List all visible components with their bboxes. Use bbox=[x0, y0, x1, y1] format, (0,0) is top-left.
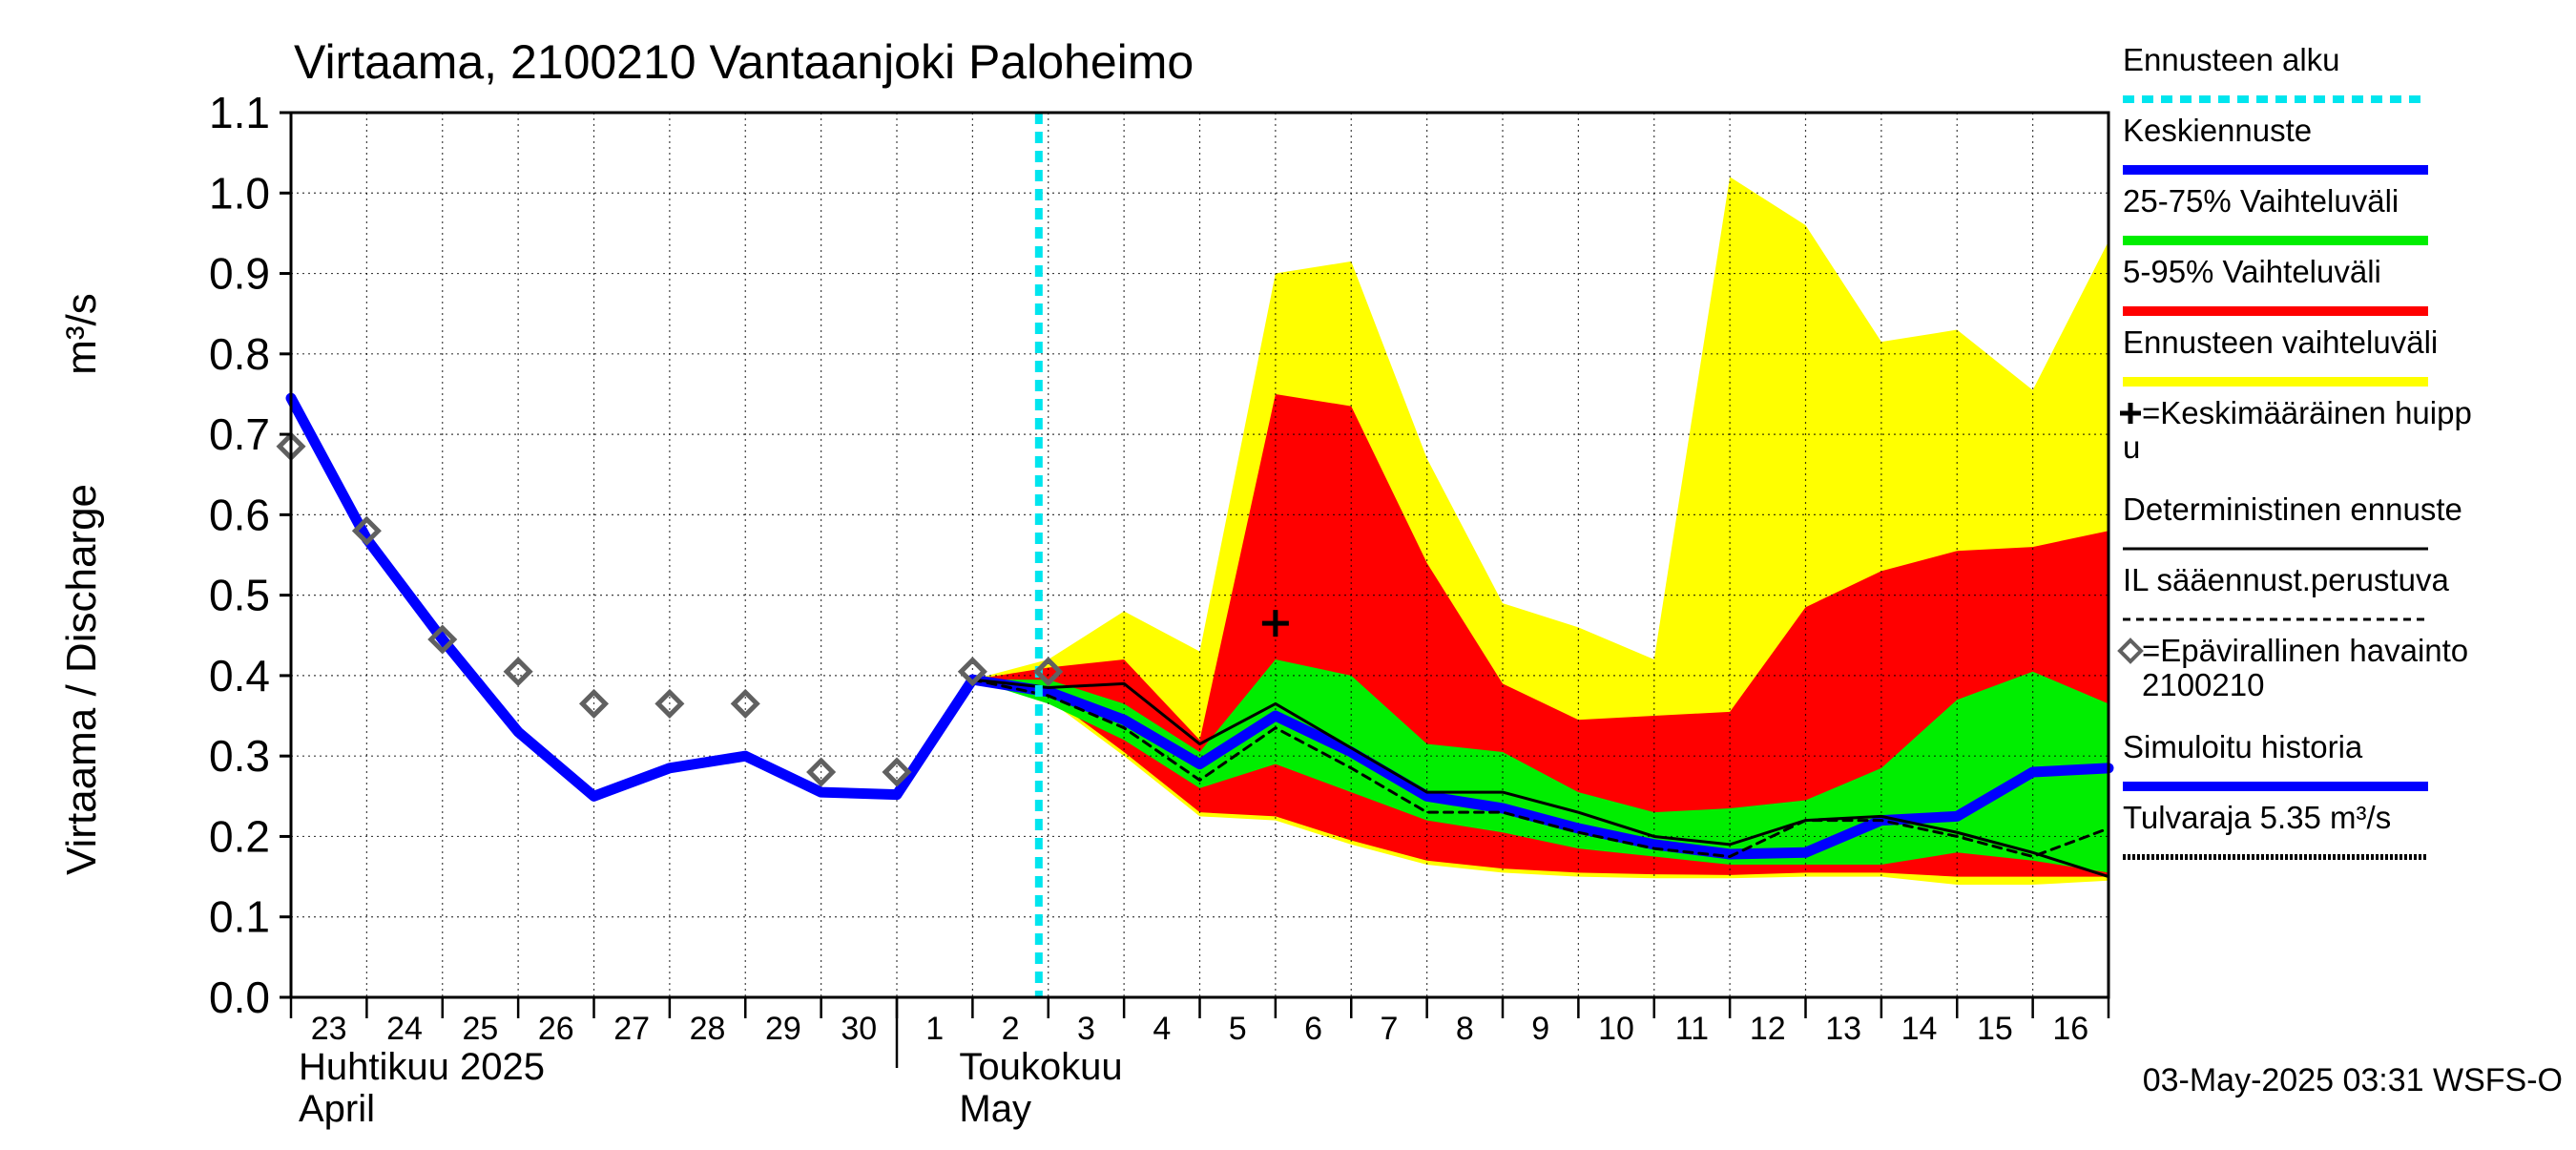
chart-title: Virtaama, 2100210 Vantaanjoki Paloheimo bbox=[294, 35, 1194, 89]
series-deterministic bbox=[970, 678, 2110, 879]
legend-label: =Keskimääräinen huipp bbox=[2142, 395, 2472, 430]
legend-label: Tulvaraja 5.35 m³/s bbox=[2123, 800, 2391, 835]
series-il-forecast bbox=[970, 678, 2110, 859]
observation-marker bbox=[957, 657, 987, 687]
legend-entry: Deterministinen ennuste bbox=[2123, 491, 2462, 551]
legend-label: Deterministinen ennuste bbox=[2123, 491, 2462, 527]
legend-label: Simuloitu historia bbox=[2123, 729, 2363, 764]
legend-entry: 5-95% Vaihteluväli bbox=[2123, 254, 2428, 316]
legend-label: 25-75% Vaihteluväli bbox=[2123, 183, 2399, 219]
x-tick-label: 4 bbox=[1153, 1011, 1171, 1047]
x-tick-label: 9 bbox=[1531, 1011, 1549, 1047]
x-tick-label: 25 bbox=[463, 1011, 499, 1047]
x-tick-label: 29 bbox=[765, 1011, 801, 1047]
legend-entry: Ennusteen vaihteluväli bbox=[2123, 324, 2438, 387]
month-label-fi: Huhtikuu 2025 bbox=[299, 1046, 545, 1088]
legend-label: =Epävirallinen havainto bbox=[2142, 633, 2468, 668]
legend-entry: Keskiennuste bbox=[2123, 113, 2428, 175]
y-tick-label: 0.2 bbox=[209, 811, 270, 861]
observation-marker bbox=[351, 515, 382, 546]
x-tick-label: 27 bbox=[613, 1011, 650, 1047]
y-axis-unit: m³/s bbox=[58, 293, 105, 375]
y-tick-label: 0.9 bbox=[209, 249, 270, 299]
y-tick-label: 0.4 bbox=[209, 651, 270, 700]
observation-marker bbox=[427, 624, 458, 655]
x-tick-label: 13 bbox=[1825, 1011, 1861, 1047]
observation-marker bbox=[882, 757, 912, 787]
legend-entry: Ennusteen alku bbox=[2123, 42, 2428, 103]
x-tick-label: 11 bbox=[1675, 1011, 1709, 1047]
plot-area bbox=[276, 112, 2114, 998]
y-tick-label: 0.7 bbox=[209, 409, 270, 459]
y-tick-label: 0.6 bbox=[209, 490, 270, 539]
y-tick-label: 1.0 bbox=[209, 168, 270, 218]
legend-label: Keskiennuste bbox=[2123, 113, 2312, 148]
x-tick-label: 28 bbox=[690, 1011, 726, 1047]
legend-entry: Tulvaraja 5.35 m³/s bbox=[2123, 800, 2428, 860]
x-tick-label: 10 bbox=[1598, 1011, 1634, 1047]
legend-label: u bbox=[2123, 429, 2140, 465]
month-label-fi: Toukokuu bbox=[959, 1046, 1122, 1088]
observation-marker bbox=[503, 657, 533, 687]
series-median-forecast bbox=[966, 674, 2114, 860]
x-tick-label: 12 bbox=[1750, 1011, 1786, 1047]
x-tick-label: 2 bbox=[1002, 1011, 1020, 1047]
legend-entry: Simuloitu historia bbox=[2123, 729, 2428, 791]
legend-diamond-icon bbox=[2117, 638, 2144, 664]
footer-timestamp: 03-May-2025 03:31 WSFS-O bbox=[2143, 1062, 2563, 1098]
y-tick-label: 0.8 bbox=[209, 329, 270, 379]
observation-marker bbox=[654, 688, 685, 719]
x-tick-label: 23 bbox=[311, 1011, 347, 1047]
legend-entry: IL sääennust.perustuva bbox=[2123, 562, 2449, 621]
legend-label: IL sääennust.perustuva bbox=[2123, 562, 2449, 597]
legend-label: Ennusteen alku bbox=[2123, 42, 2340, 77]
y-tick-label: 0.0 bbox=[209, 972, 270, 1022]
x-tick-label: 26 bbox=[538, 1011, 574, 1047]
observation-marker bbox=[730, 688, 760, 719]
axes: 0.00.10.20.30.40.50.60.70.80.91.01.123 24… bbox=[209, 88, 2110, 1130]
y-tick-label: 1.1 bbox=[209, 88, 270, 137]
observation-marker bbox=[578, 688, 610, 719]
x-tick-label: 1 bbox=[925, 1011, 944, 1047]
legend-label: 2100210 bbox=[2142, 667, 2264, 702]
month-label-en: May bbox=[959, 1088, 1031, 1130]
y-axis-label: Virtaama / Discharge bbox=[58, 484, 105, 875]
x-tick-label: 16 bbox=[2052, 1011, 2088, 1047]
series-simulated-history bbox=[285, 392, 978, 802]
x-tick-label: 6 bbox=[1304, 1011, 1322, 1047]
legend: Ennusteen alku Keskiennuste 25-75% Vaihtel… bbox=[2117, 42, 2472, 860]
x-tick-label: 15 bbox=[1977, 1011, 2013, 1047]
observation-marker bbox=[1033, 657, 1064, 687]
month-label-en: April bbox=[299, 1088, 375, 1130]
x-tick-label: 8 bbox=[1456, 1011, 1474, 1047]
y-tick-label: 0.1 bbox=[209, 892, 270, 942]
x-tick-label: 24 bbox=[386, 1011, 423, 1047]
y-tick-label: 0.5 bbox=[209, 571, 270, 620]
x-tick-label: 30 bbox=[841, 1011, 877, 1047]
legend-entry: 25-75% Vaihteluväli bbox=[2123, 183, 2428, 245]
x-tick-label: 3 bbox=[1077, 1011, 1095, 1047]
x-tick-label: 5 bbox=[1229, 1011, 1247, 1047]
observation-marker bbox=[806, 757, 837, 787]
x-tick-label: 14 bbox=[1901, 1011, 1938, 1047]
legend-label: Ennusteen vaihteluväli bbox=[2123, 324, 2438, 360]
legend-label: 5-95% Vaihteluväli bbox=[2123, 254, 2381, 289]
x-tick-label: 7 bbox=[1380, 1011, 1398, 1047]
y-tick-label: 0.3 bbox=[209, 731, 270, 781]
